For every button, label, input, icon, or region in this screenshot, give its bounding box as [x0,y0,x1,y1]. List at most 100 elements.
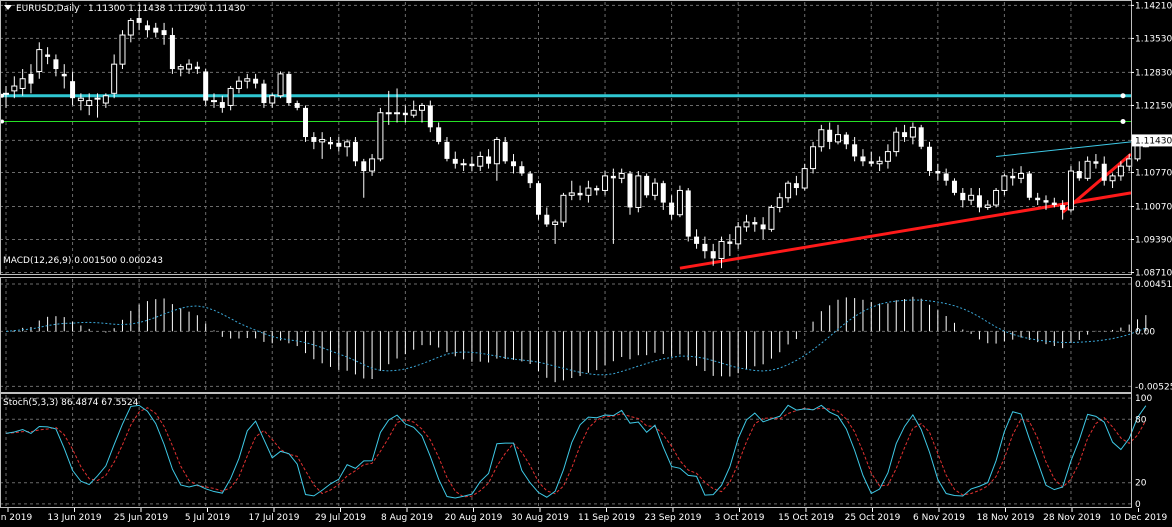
candle-body-bull [277,73,284,97]
candle-body-bear [951,180,957,193]
time-tick-label: 30 Aug 2019 [511,513,569,523]
candle-body-bear [935,171,941,174]
candle-body-bear [203,71,209,101]
candle-body-bear [153,27,159,33]
candle-body-bear [1093,161,1099,164]
candle-body-bear [361,161,367,172]
level-handle [1120,118,1126,124]
candle-body-bear [469,163,475,167]
candle-body-bull [94,97,101,100]
macd-indicator [5,296,1147,383]
candle-body-bear [194,66,200,70]
candle-body-bear [943,173,949,181]
candle-body-bull [552,221,559,225]
macd-panel-title: MACD(12,26,9) 0.001500 0.000243 [3,256,163,266]
macd-tick-label: 0.004517 [1135,280,1172,290]
candle-body-bear [710,251,716,259]
candle-body-bull [618,172,625,179]
candle-body-bear [444,141,450,159]
candle-body-bull [984,204,991,208]
candle-body-bull [385,112,392,115]
price-tick-label: 1.12830 [1135,68,1172,78]
candle-body-bear [685,190,691,237]
candle-body-bull [119,34,126,65]
candle-body-bull [1067,170,1074,211]
current-price-box [1132,134,1172,147]
candle-body-bear [843,134,849,145]
candle-body-bear [1026,173,1032,198]
candle-body-bear [702,243,708,252]
stoch-tick-label: 100 [1135,394,1152,404]
candle-body-bear [511,161,517,167]
candle-body-bull [186,63,193,70]
candle-body-bull [1126,158,1133,167]
chart-menu-triangle-icon[interactable] [4,5,12,10]
time-tick-label: 28 Nov 2019 [1043,513,1101,523]
panel-frame [0,277,1132,393]
macd-tick-label: 0.00 [1135,327,1155,337]
candle-body-bear [860,156,866,162]
price-tick-label: 1.10770 [1135,168,1172,178]
candle-body-bull [785,182,792,199]
trend-line [996,141,1132,157]
price-panel-ohlc: 1.11300 1.11438 1.11290 1.11430 [88,4,246,14]
candle-body-bear [261,83,267,104]
candle-body-bear [544,214,550,225]
candle-body-bear [902,132,908,138]
candle-body-bear [918,127,924,147]
candle-body-bear [610,175,616,179]
candle-body-bear [61,73,67,77]
candle-body-bull [1109,175,1116,182]
candle-body-bull [993,189,1000,206]
candle-body-bear [169,35,175,70]
time-tick-label: 20 Aug 2019 [445,513,503,523]
candle-body-bull [776,197,783,208]
candle-body-bear [303,107,309,138]
candle-body-bull [344,141,351,148]
candle-body-bull [394,112,401,115]
candle-body-bear [577,192,583,196]
candle-body-bear [1051,202,1057,206]
candle-body-bear [852,144,858,157]
candle-body-bull [493,138,500,165]
candle-body-bear [219,102,225,108]
trend-line [1061,152,1132,214]
price-tick-label: 1.09390 [1135,236,1172,246]
candle-body-bear [694,236,700,244]
current-price-label: 1.11430 [1135,136,1172,146]
candle-body-bear [827,129,833,142]
time-tick-label: 5 Jul 2019 [185,513,230,523]
candle-body-bull [635,175,642,208]
stoch-tick-label: 0 [1135,500,1141,510]
stoch-panel-title: Stoch(5,3,3) 86.4874 67.5524 [3,398,139,408]
candle-body-bear [311,137,317,142]
candle-body-bull [102,95,109,104]
time-tick-label: 11 Sep 2019 [578,513,635,523]
macd-tick-label: -0.005257 [1135,382,1172,392]
candle-body-bull [227,87,234,106]
candle-body-bear [161,30,167,36]
candle-body-bear [327,141,333,145]
candle-body-bear [286,73,292,104]
candle-body-bull [36,49,43,72]
candle-body-bear [144,25,150,31]
candle-body-bear [527,173,533,184]
candle-body-bear [669,202,675,215]
time-tick-label: 15 Oct 2019 [778,513,834,523]
price-tick-label: 1.10070 [1135,202,1172,212]
panel-frame [0,0,1132,275]
candle-body-bull [1001,175,1008,191]
drawing-objects[interactable] [0,93,1132,270]
candle-body-bear [1035,197,1041,201]
candle-body-bull [111,63,118,94]
time-tick-label: 10 Dec 2019 [1110,513,1168,523]
candle-body-bull [602,175,609,191]
candle-body-bull [211,100,217,103]
stoch-tick-label: 20 [1135,479,1147,489]
price-axis: 1.14210 1.13530 1.12830 1.12150 1.11430 1.107… [1131,1,1172,510]
candle-body-bear [1043,200,1049,203]
stoch-main-line [5,404,1147,499]
candlesticks [3,10,1149,269]
candle-body-bull [319,138,326,143]
